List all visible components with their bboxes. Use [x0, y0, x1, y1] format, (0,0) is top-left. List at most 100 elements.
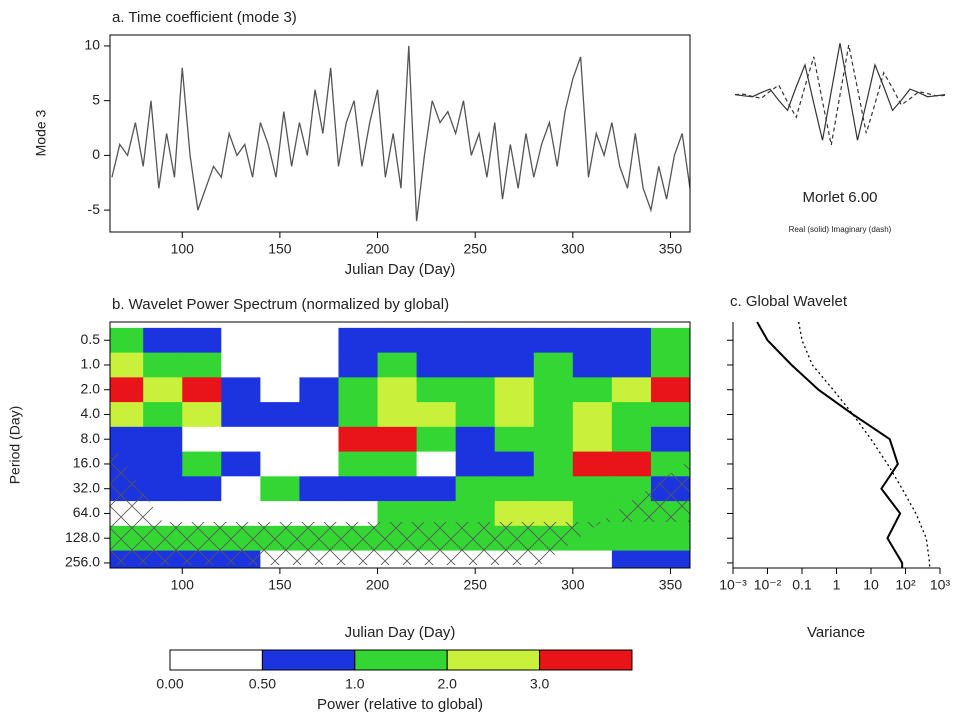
power-cell	[299, 451, 339, 477]
power-cell	[143, 426, 183, 453]
power-cell	[182, 352, 222, 378]
colorbar-box	[539, 649, 633, 671]
power-cell	[260, 451, 300, 477]
power-cell	[494, 377, 535, 403]
power-cell	[221, 451, 261, 477]
power-cell	[494, 476, 535, 502]
power-cell	[143, 377, 183, 403]
power-cell	[533, 476, 574, 502]
power-cell	[650, 327, 691, 354]
power-cell	[182, 327, 222, 354]
colorbar-label: 1.0	[345, 676, 365, 692]
power-cell	[299, 352, 339, 378]
x-tick-label: 250	[464, 241, 488, 257]
x-tick-label: 300	[561, 241, 585, 257]
x-tick-label: 200	[366, 577, 390, 593]
power-cell	[494, 402, 535, 428]
x-label-c: Variance	[807, 624, 865, 641]
x-tick-label: 150	[268, 241, 292, 257]
global-solid	[756, 321, 904, 568]
y-label-a: Mode 3	[33, 109, 49, 156]
power-cell	[110, 402, 144, 428]
power-cell	[416, 451, 457, 477]
power-cell	[143, 402, 183, 428]
x-tick-label: 1	[833, 577, 841, 593]
y-tick-label: 128.0	[65, 529, 100, 545]
power-cell	[416, 476, 457, 502]
power-cell	[611, 327, 652, 354]
power-cell	[260, 476, 300, 502]
wavelet-solid	[734, 43, 946, 141]
y-tick-label: -5	[88, 201, 101, 217]
power-cell	[110, 377, 144, 403]
power-cell	[455, 352, 496, 378]
power-cell	[377, 352, 418, 378]
x-tick-label: 350	[659, 577, 683, 593]
power-cell	[299, 402, 339, 428]
power-cell	[377, 402, 418, 428]
power-cell	[572, 550, 613, 569]
power-cell	[650, 426, 691, 453]
y-tick-label: 8.0	[81, 430, 101, 446]
power-cell	[221, 327, 261, 354]
power-cell	[338, 352, 379, 378]
power-cell	[611, 550, 652, 569]
x-tick-label: 10⁻²	[754, 577, 782, 593]
power-cell	[182, 402, 222, 428]
x-tick-label: 10	[863, 577, 879, 593]
power-cell	[455, 426, 496, 453]
power-cell	[299, 327, 339, 354]
title-b: b. Wavelet Power Spectrum (normalized by…	[112, 296, 449, 313]
power-cell	[572, 426, 613, 453]
power-cell	[338, 451, 379, 477]
plot-frame	[109, 321, 691, 569]
power-cell	[455, 402, 496, 428]
y-tick-label: 64.0	[73, 504, 100, 520]
y-tick-label: 2.0	[81, 380, 101, 396]
power-cell	[299, 476, 339, 502]
power-cell	[221, 426, 261, 453]
y-tick-label: 32.0	[73, 479, 100, 495]
power-cell	[455, 377, 496, 403]
power-cell	[611, 525, 652, 552]
power-cell	[455, 327, 496, 354]
power-cell	[260, 352, 300, 378]
power-cell	[494, 327, 535, 354]
x-tick-label: 200	[366, 241, 390, 257]
power-cell	[494, 426, 535, 453]
power-cell	[182, 476, 222, 502]
power-cell	[533, 327, 574, 354]
power-cell	[143, 476, 183, 502]
power-cell	[143, 327, 183, 354]
colorbar-box	[354, 649, 448, 671]
power-cell	[299, 426, 339, 453]
power-cell	[533, 426, 574, 453]
power-cell	[182, 426, 222, 453]
colorbar-box	[446, 649, 541, 671]
colorbar-label: 2.0	[437, 676, 457, 692]
power-cell	[533, 377, 574, 403]
power-cell	[650, 377, 691, 403]
colorbar-label: Power (relative to global)	[317, 696, 483, 713]
y-tick-label: 10	[84, 37, 100, 53]
wavelet-dashed	[734, 44, 946, 146]
wavelet-subtitle: Real (solid) Imaginary (dash)	[789, 225, 892, 234]
cone-of-influence	[110, 440, 690, 565]
time-series	[111, 45, 691, 222]
y-tick-label: 4.0	[81, 405, 101, 421]
power-cell	[611, 426, 652, 453]
power-cell	[143, 451, 183, 477]
y-label-b: Period (Day)	[7, 406, 23, 485]
power-cell	[377, 426, 418, 453]
power-cell	[143, 352, 183, 378]
title-c: c. Global Wavelet	[730, 293, 848, 310]
x-tick-label: 100	[171, 577, 195, 593]
power-cell	[260, 402, 300, 428]
power-cell	[377, 476, 418, 502]
x-label-a: Julian Day (Day)	[345, 261, 456, 278]
y-tick-label: 5	[92, 91, 100, 107]
power-cell	[299, 377, 339, 403]
power-cell	[572, 327, 613, 354]
power-cell	[221, 377, 261, 403]
x-tick-label: 10⁻³	[719, 577, 747, 593]
